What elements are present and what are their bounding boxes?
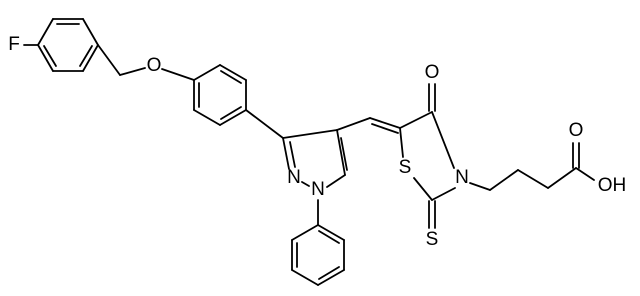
atom-label: N [287, 167, 301, 188]
atom-label: O [147, 55, 162, 76]
atom-label: O [425, 62, 440, 83]
atom-label: N [311, 179, 325, 200]
bonds [23, 18, 595, 286]
atom-label: F [8, 34, 20, 55]
atom-label: O [569, 120, 584, 141]
atom-labels: F O N N O S N S O OH [8, 34, 626, 250]
atom-label: S [426, 229, 439, 250]
atom-label: N [455, 167, 469, 188]
atom-label: OH [598, 175, 627, 196]
atom-label: S [399, 157, 412, 178]
